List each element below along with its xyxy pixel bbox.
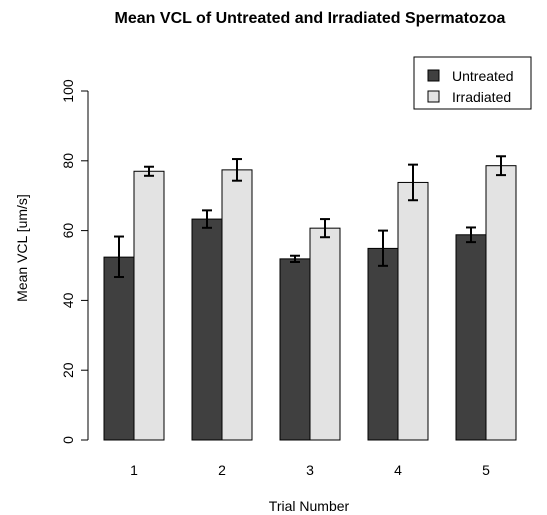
x-axis: 1 2 3 4 5	[130, 462, 490, 478]
bar	[485, 165, 517, 441]
bar	[309, 227, 341, 441]
y-tick-label: 40	[60, 292, 76, 308]
error-bars-layer	[114, 155, 506, 279]
x-tick-label: 2	[218, 462, 226, 478]
bar	[279, 258, 311, 441]
y-tick-label: 100	[60, 79, 76, 103]
bar	[133, 170, 165, 441]
chart-title: Mean VCL of Untreated and Irradiated Spe…	[115, 10, 506, 27]
y-tick-label: 20	[60, 362, 76, 378]
bars-layer	[103, 165, 517, 441]
x-tick-label: 1	[130, 462, 138, 478]
legend-label-irradiated: Irradiated	[452, 89, 511, 105]
bar	[103, 256, 135, 441]
bar	[191, 218, 223, 441]
x-tick-label: 4	[394, 462, 402, 478]
legend: Untreated Irradiated	[413, 56, 532, 110]
legend-label-untreated: Untreated	[452, 68, 513, 84]
y-axis: 0 20 40 60 80 100	[60, 79, 89, 444]
legend-swatch-irradiated	[427, 90, 440, 103]
y-tick-label: 0	[60, 436, 76, 444]
y-axis-label: Mean VCL [um/s]	[14, 194, 30, 302]
bar	[221, 169, 253, 441]
y-tick-label: 60	[60, 223, 76, 239]
y-tick-label: 80	[60, 153, 76, 169]
bar	[455, 234, 487, 441]
legend-swatch-untreated	[427, 69, 440, 82]
bar	[397, 181, 429, 441]
x-axis-label: Trial Number	[269, 498, 350, 514]
bar	[367, 247, 399, 441]
x-tick-label: 3	[306, 462, 314, 478]
x-tick-label: 5	[482, 462, 490, 478]
